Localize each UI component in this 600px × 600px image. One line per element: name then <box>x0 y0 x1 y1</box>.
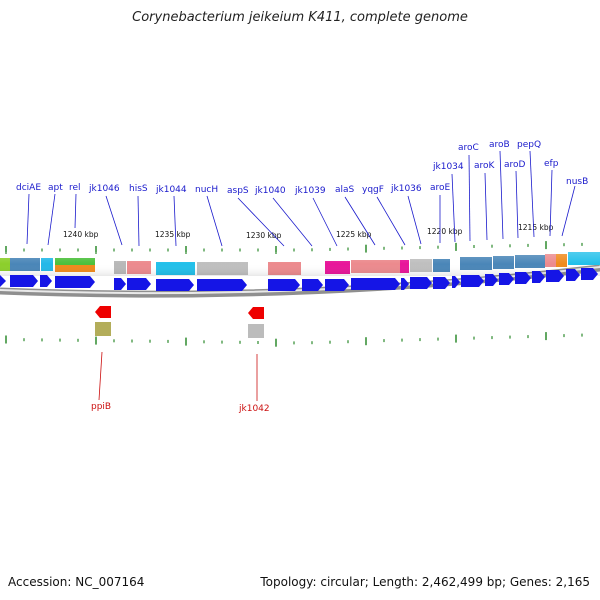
bottom-tick-row <box>5 332 583 347</box>
kbp-label: 1240 kbp <box>63 230 99 239</box>
gene-arrow <box>581 268 598 280</box>
accession-label: Accession: NC_007164 <box>8 575 145 589</box>
gene-label: jk1044 <box>155 185 187 195</box>
gene-arrow <box>351 278 400 290</box>
gene-label: jk1036 <box>390 184 422 194</box>
gene-arrow-reverse <box>248 307 264 319</box>
gene-label: jk1034 <box>432 162 464 172</box>
gene-label: efp <box>544 159 559 169</box>
forward-gene-labels: dciAE apt rel jk1046 hisS jk1044 nucH as… <box>16 140 588 247</box>
gene-arrow <box>197 279 247 291</box>
gene-label: nusB <box>566 177 588 187</box>
gene-label: yqgF <box>362 185 384 195</box>
genome-summary: Topology: circular; Length: 2,462,499 bp… <box>260 575 590 589</box>
gene-label: aroK <box>474 161 496 171</box>
cog-category-track <box>0 252 600 276</box>
gene-label: jk1046 <box>88 184 120 194</box>
gene-arrow <box>546 270 564 282</box>
gene-arrow <box>515 272 531 284</box>
gene-arrow <box>499 273 514 285</box>
gene-arrow <box>156 279 194 291</box>
gene-arrow <box>410 277 432 289</box>
gene-arrow <box>302 279 323 291</box>
map-title: Corynebacterium jeikeium K411, complete … <box>132 10 468 25</box>
gene-label: jk1039 <box>294 186 326 196</box>
kbp-label: 1220 kbp <box>427 227 463 236</box>
gene-label: rel <box>69 183 81 193</box>
gene-arrow <box>0 275 6 287</box>
gene-arrow <box>114 278 126 290</box>
kbp-label: 1230 kbp <box>246 231 282 240</box>
gene-arrow <box>433 277 450 289</box>
gene-label: nucH <box>195 185 218 195</box>
gene-label: apt <box>48 183 63 193</box>
gene-arrow-reverse <box>95 306 111 318</box>
gene-label: aroC <box>458 143 479 153</box>
gene-label: alaS <box>335 185 355 195</box>
gene-label: aroE <box>430 183 451 193</box>
gene-arrow <box>532 271 545 283</box>
cog-box <box>95 322 111 336</box>
cog-box <box>248 324 264 338</box>
reverse-strand-track <box>95 306 264 338</box>
gene-label: aspS <box>227 186 249 196</box>
kbp-scale: 1240 kbp 1235 kbp 1230 kbp 1225 kbp 1220… <box>63 223 554 240</box>
gene-arrow <box>325 279 349 291</box>
reverse-gene-labels: ppiB jk1042 <box>91 351 270 414</box>
gene-arrow <box>127 278 151 290</box>
kbp-label: 1225 kbp <box>336 230 372 239</box>
gene-arrow <box>401 278 409 290</box>
gene-label: aroD <box>504 160 526 170</box>
gene-label: jk1042 <box>238 404 270 414</box>
kbp-label: 1215 kbp <box>518 223 554 232</box>
gene-label: dciAE <box>16 183 41 193</box>
top-tick-row <box>5 241 583 254</box>
gene-label: hisS <box>129 184 148 194</box>
gene-label: aroB <box>489 140 510 150</box>
gene-arrow <box>268 279 300 291</box>
kbp-label: 1235 kbp <box>155 230 191 239</box>
gene-arrow <box>10 275 38 287</box>
gene-label: jk1040 <box>254 186 286 196</box>
gene-arrow <box>55 276 95 288</box>
gene-arrow <box>40 275 52 287</box>
gene-label: ppiB <box>91 402 111 412</box>
gene-arrow <box>566 269 580 281</box>
gene-arrow <box>461 275 484 287</box>
gene-label: pepQ <box>517 140 541 150</box>
gene-arrow <box>452 276 460 288</box>
forward-strand-track <box>0 268 598 291</box>
gene-arrow <box>485 274 498 286</box>
